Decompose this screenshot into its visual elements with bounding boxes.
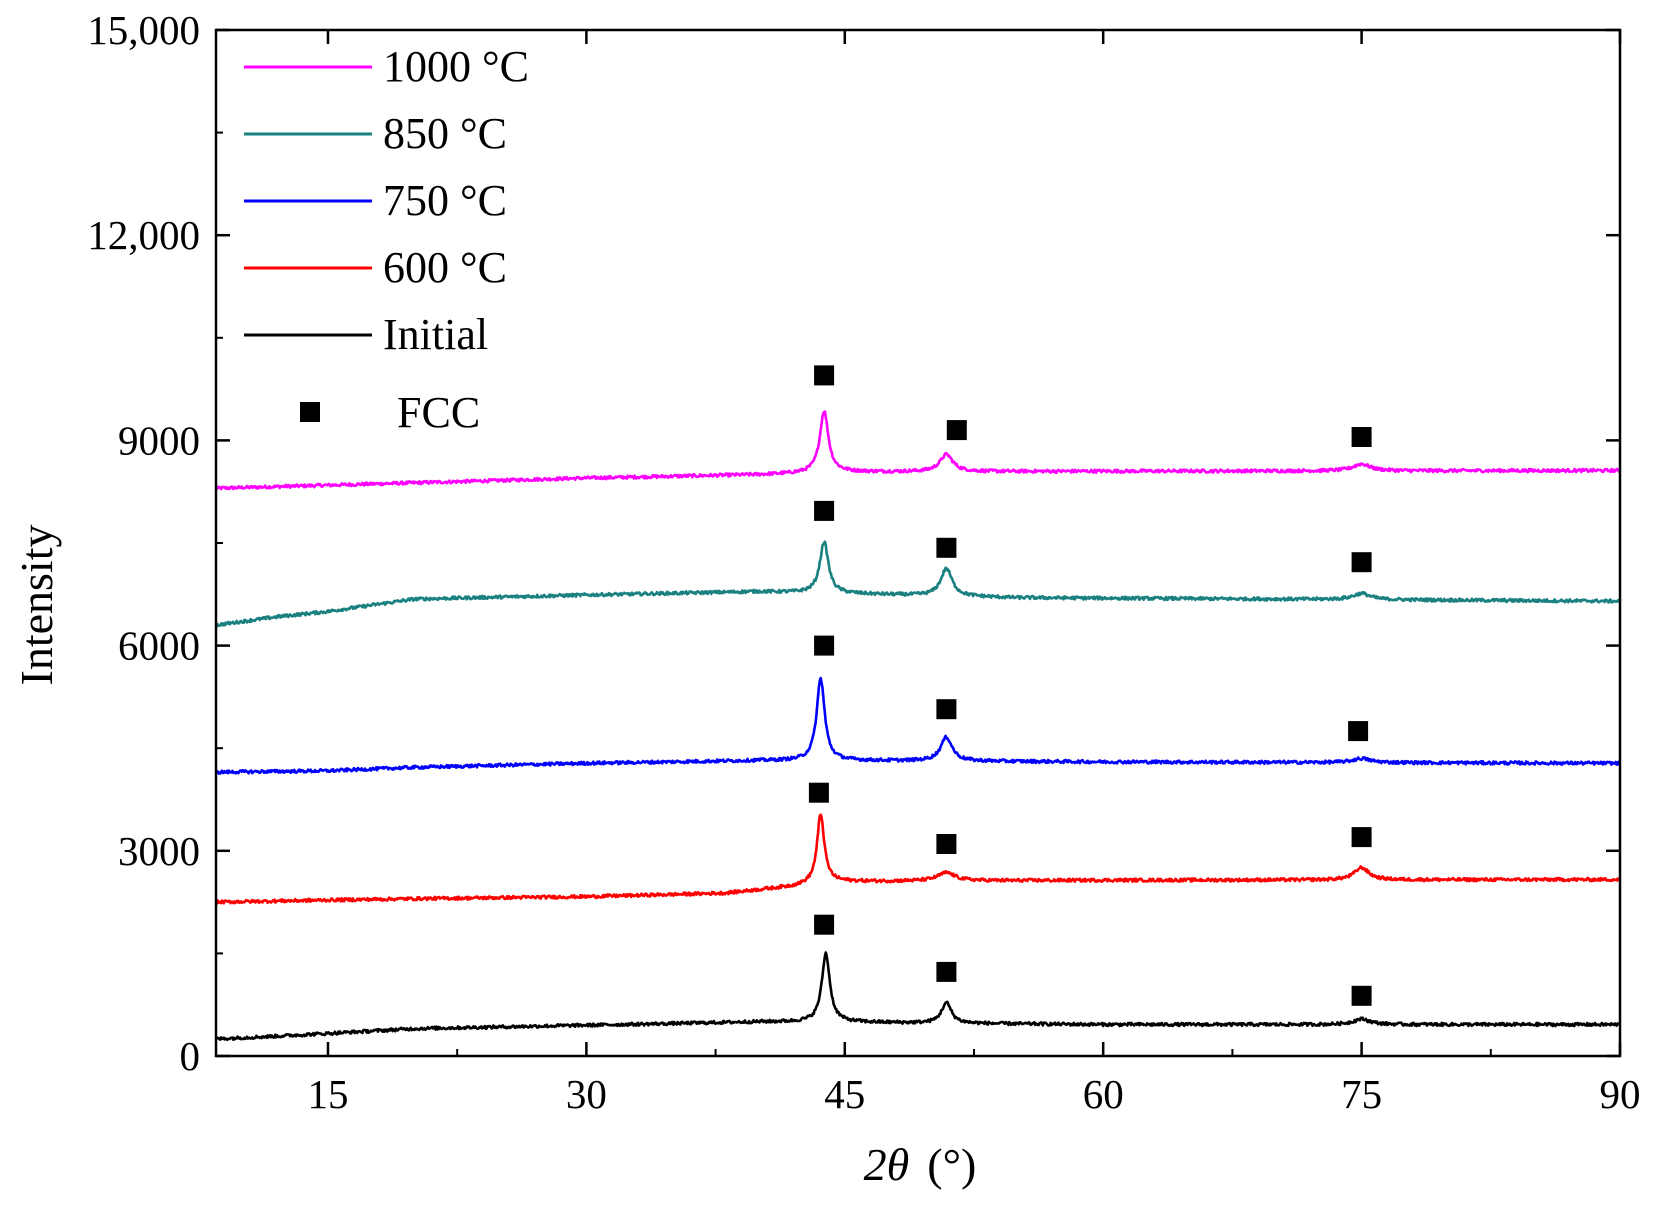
x-axis-title-prefix: 2 — [864, 1139, 887, 1190]
fcc-marker — [814, 635, 835, 656]
y-tick-label: 3000 — [118, 828, 200, 874]
fcc-marker — [814, 500, 835, 521]
legend-fcc-marker — [300, 402, 320, 422]
fcc-marker — [936, 961, 957, 982]
x-tick-label: 15 — [307, 1071, 348, 1117]
fcc-marker — [1351, 827, 1372, 848]
series-line-4 — [214, 951, 1622, 1042]
fcc-marker — [1351, 427, 1372, 447]
x-tick-label: 90 — [1600, 1071, 1641, 1117]
fcc-marker — [808, 782, 829, 803]
fcc-marker-layer — [808, 365, 1372, 1006]
legend-label-850c: 850 °C — [383, 109, 507, 158]
y-tick-label: 12,000 — [87, 212, 200, 258]
fcc-marker — [1351, 985, 1372, 1006]
legend-label-600c: 600 °C — [383, 243, 507, 292]
y-axis-title: Intensity — [11, 525, 62, 686]
x-axis-title: 2θ (°) — [864, 1139, 977, 1190]
y-tick-label: 0 — [180, 1033, 201, 1079]
fcc-marker — [936, 834, 957, 854]
fcc-marker — [814, 914, 835, 935]
fcc-marker — [814, 365, 835, 386]
y-tick-label: 6000 — [118, 623, 200, 669]
x-tick-label: 75 — [1341, 1071, 1382, 1117]
x-tick-label: 30 — [566, 1071, 607, 1117]
series-line-1 — [215, 540, 1622, 628]
x-axis-title-unit: (°) — [927, 1139, 976, 1190]
fcc-marker — [936, 699, 957, 720]
fcc-marker — [946, 420, 967, 441]
fcc-marker — [1348, 721, 1369, 742]
fcc-marker — [1351, 552, 1372, 573]
legend-label-initial: Initial — [383, 310, 488, 359]
x-axis-title-symbol: θ — [887, 1139, 910, 1190]
axis-layer: 15 30 45 60 75 90 0 3000 6000 9000 12,000 15,000 — [87, 7, 1640, 1117]
legend-label-750c: 750 °C — [383, 176, 507, 225]
legend: 1000 °C 850 °C 750 °C 600 °C Initial FCC — [244, 42, 529, 437]
fcc-marker — [936, 537, 957, 558]
x-tick-label: 45 — [824, 1071, 865, 1117]
series-layer — [214, 410, 1622, 1042]
x-tick-label: 60 — [1083, 1071, 1124, 1117]
y-tick-label: 9000 — [118, 417, 200, 463]
series-line-0 — [214, 410, 1621, 491]
legend-label-1000c: 1000 °C — [383, 42, 529, 91]
series-line-2 — [215, 676, 1621, 775]
series-line-3 — [214, 813, 1621, 905]
legend-label-fcc: FCC — [397, 388, 480, 437]
y-tick-label: 15,000 — [87, 7, 200, 53]
